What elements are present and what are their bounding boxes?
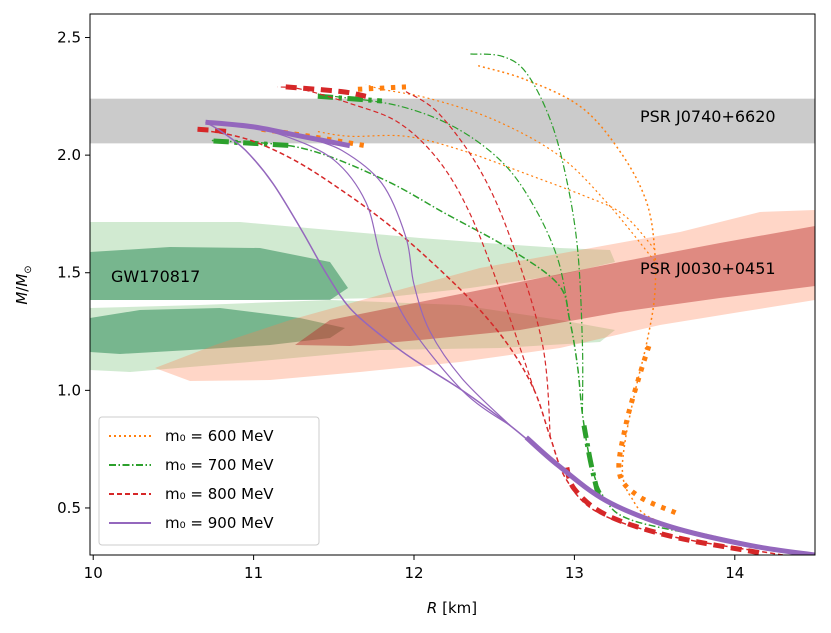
psr-j0030-outer-region	[155, 210, 815, 381]
stable-branch-0600-mev-1	[616, 342, 677, 516]
psr-j0030-inner-region	[295, 226, 815, 346]
legend-label: m₀ = 800 MeV	[165, 485, 274, 503]
x-tick-label: 10	[84, 564, 103, 582]
series-0600-mev	[261, 64, 815, 555]
stable-branch-0800-mev-3	[285, 84, 367, 99]
y-tick-label: 0.5	[57, 499, 81, 517]
mass-radius-curves	[197, 53, 815, 555]
gw170817-inner-lower-region	[90, 308, 345, 354]
legend-box	[98, 416, 320, 546]
stable-branch-0900-mev-2	[205, 119, 351, 149]
series-0800-mev	[197, 84, 784, 555]
legend-label: m₀ = 600 MeV	[165, 427, 274, 445]
legend-label: m₀ = 700 MeV	[165, 456, 274, 474]
y-axis-ticks: 0.5 1.0 1.5 2.0 2.5	[57, 29, 90, 517]
stable-branch-0600-mev-3	[357, 84, 407, 92]
stable-branch-0700-mev-1	[581, 425, 601, 497]
stable-branch-0800-mev-2	[197, 126, 230, 135]
y-axis-label: M/M⊙	[13, 265, 34, 304]
legend-label: m₀ = 900 MeV	[165, 514, 274, 532]
y-tick-label: 1.0	[57, 381, 81, 399]
series-0700-mev	[211, 53, 815, 555]
curve-0700-mev-3	[470, 53, 584, 414]
x-axis-label: R [km]	[427, 599, 477, 617]
stable-branch-0900-mev-1	[524, 435, 815, 555]
x-axis-ticks: 10 11 12 13 14	[84, 555, 744, 582]
gw170817-label: GW170817	[111, 267, 200, 286]
stable-branch-0700-mev-2	[213, 138, 294, 149]
x-tick-label: 11	[244, 564, 263, 582]
x-tick-label: 12	[404, 564, 423, 582]
constraint-regions	[90, 98, 815, 381]
x-tick-label: 14	[725, 564, 744, 582]
x-tick-label: 13	[565, 564, 584, 582]
curve-0700-mev-2	[317, 93, 571, 320]
gw170817-inner-upper-region	[90, 247, 348, 300]
stable-branch-0800-mev-1	[563, 464, 760, 555]
series-0900-mev	[205, 119, 815, 555]
y-tick-label: 2.0	[57, 146, 81, 164]
psr-j0030-label: PSR J0030+0451	[640, 259, 776, 278]
curve-0600-mev-3	[365, 84, 656, 262]
stable-branch-0700-mev-3	[317, 93, 383, 104]
psr-j0740-label: PSR J0740+6620	[640, 107, 776, 126]
y-tick-label: 2.5	[57, 29, 81, 47]
legend: m₀ = 600 MeV m₀ = 700 MeV m₀ = 800 MeV m₀ =…	[98, 416, 320, 546]
curve-0900-mev-3	[301, 135, 511, 427]
y-tick-label: 1.5	[57, 264, 81, 282]
curve-0600-mev-2	[317, 131, 656, 250]
plot-frame	[89, 13, 816, 556]
